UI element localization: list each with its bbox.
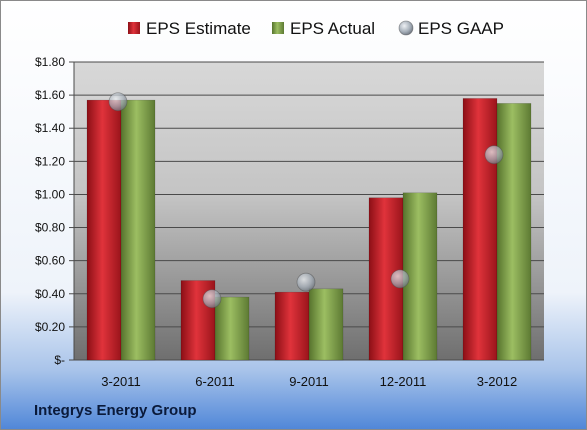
y-tick-label: $1.80 [35, 55, 65, 69]
actual-bar [214, 296, 250, 361]
y-tick-label: $1.60 [35, 88, 65, 102]
gaap-marker [390, 269, 410, 289]
actual-bar [496, 103, 532, 361]
legend-swatch [398, 20, 414, 36]
x-tick-label: 3-2012 [477, 374, 517, 389]
legend-swatch [272, 22, 284, 34]
y-axis-ticks: $- $0.20 $0.40 $0.60 $0.80 $1.00 $1.20 $1.40 $1.… [35, 55, 65, 367]
gaap-marker [296, 272, 316, 292]
x-tick-label: 12-2011 [380, 374, 427, 389]
y-tick-label: $- [54, 353, 65, 367]
x-tick-label: 6-2011 [195, 374, 235, 389]
estimate-bar [462, 98, 498, 361]
legend-label: EPS GAAP [418, 19, 504, 38]
company-name: Integrys Energy Group [34, 402, 197, 419]
actual-bar [308, 288, 344, 361]
x-axis-ticks: 3-2011 6-2011 9-2011 12-2011 3-2012 [101, 374, 517, 389]
legend-label: EPS Actual [290, 19, 375, 38]
gaap-marker [108, 92, 128, 112]
estimate-bar [86, 99, 122, 361]
y-tick-label: $0.60 [35, 254, 65, 268]
estimate-bar [274, 291, 310, 361]
y-tick-label: $1.40 [35, 121, 65, 135]
y-tick-label: $0.40 [35, 287, 65, 301]
bar-series [86, 98, 532, 361]
x-tick-label: 3-2011 [101, 374, 141, 389]
gaap-marker [484, 145, 504, 165]
legend-swatch [128, 22, 140, 34]
legend: EPS Estimate EPS Actual EPS GAAP [128, 19, 504, 38]
y-tick-label: $0.20 [35, 320, 65, 334]
gaap-markers [108, 92, 504, 309]
actual-bar [120, 99, 156, 361]
legend-label: EPS Estimate [146, 19, 251, 38]
x-tick-label: 9-2011 [289, 374, 329, 389]
y-tick-label: $1.20 [35, 154, 65, 168]
y-tick-label: $0.80 [35, 221, 65, 235]
y-tick-label: $1.00 [35, 187, 65, 201]
gaap-marker [202, 289, 222, 309]
